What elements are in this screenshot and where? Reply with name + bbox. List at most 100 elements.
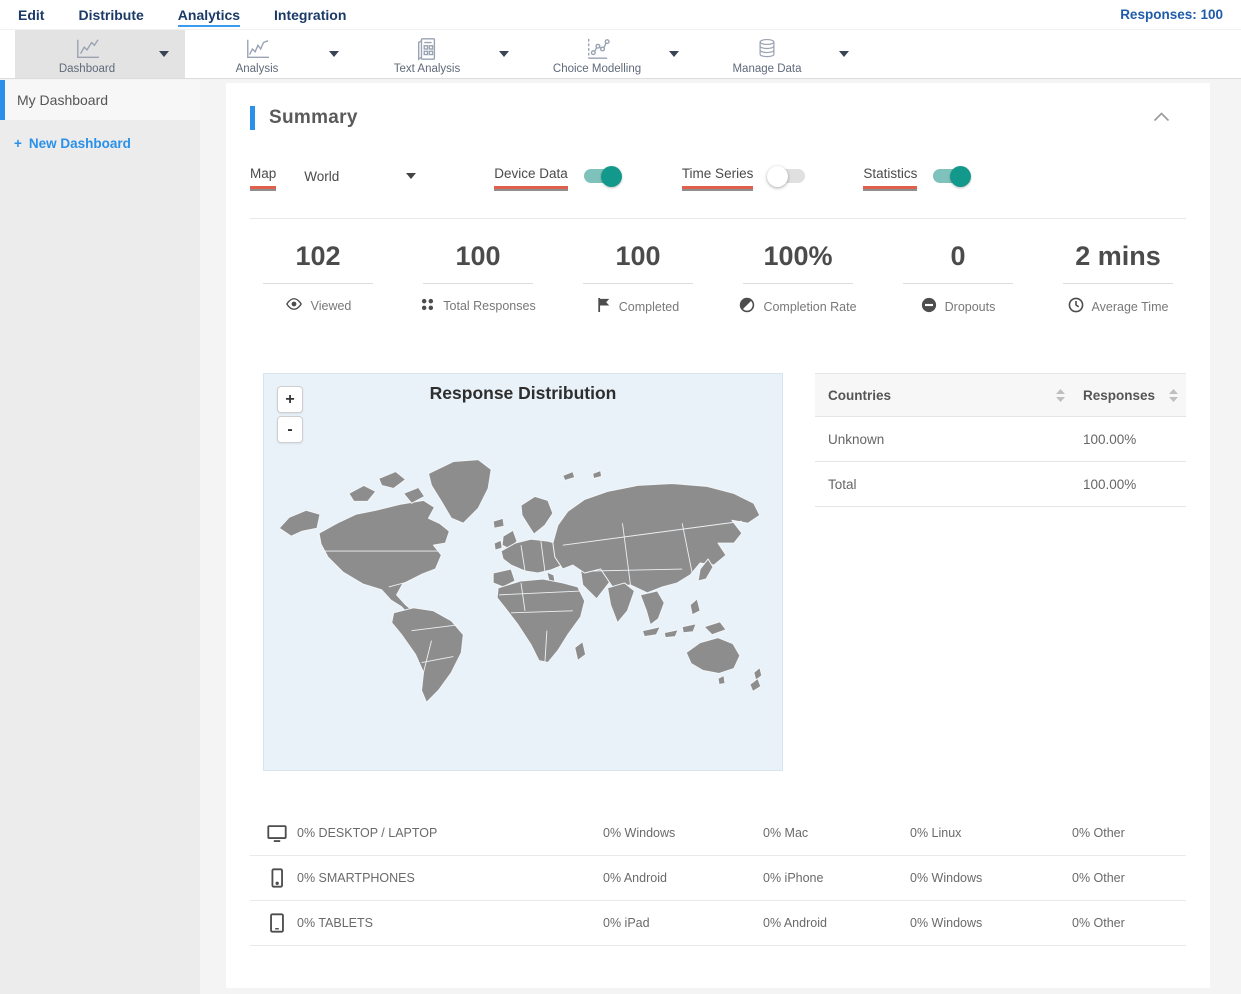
device-data-toggle[interactable] <box>583 165 622 187</box>
responses-count[interactable]: Responses: 100 <box>1120 7 1223 22</box>
device-category-label: 0% SMARTPHONES <box>297 871 415 885</box>
dashboard-sidebar: My Dashboard + New Dashboard <box>0 80 200 994</box>
stat-label: Total Responses <box>443 299 536 313</box>
document-grid-icon <box>412 37 442 61</box>
countries-table: Countries Responses Unknown 100.00% Tota… <box>815 373 1186 507</box>
device-stat: 0% iPhone <box>763 871 824 885</box>
nav-item-edit[interactable]: Edit <box>18 6 45 23</box>
time-series-label: Time Series <box>682 166 754 186</box>
sidebar-item-label: My Dashboard <box>17 92 109 108</box>
world-map[interactable] <box>264 374 782 770</box>
minus-circle-icon <box>921 297 937 316</box>
device-stat: 0% Other <box>1072 826 1125 840</box>
device-stat: 0% Linux <box>910 826 962 840</box>
response-distribution-map[interactable]: Response Distribution + - <box>263 373 783 771</box>
scatter-chart-icon <box>582 37 612 61</box>
stat-average-time: 2 mins Average Time <box>1038 241 1198 316</box>
device-stat: 0% Mac <box>763 826 809 840</box>
device-stat: 0% Other <box>1072 871 1125 885</box>
toolbar-item-label: Manage Data <box>732 63 802 75</box>
countries-header-label: Countries <box>828 387 892 403</box>
new-dashboard-button[interactable]: + New Dashboard <box>0 136 200 151</box>
stat-value: 2 mins <box>1075 241 1161 271</box>
flag-icon <box>597 297 611 316</box>
chevron-down-icon[interactable] <box>329 51 339 57</box>
database-icon <box>754 36 780 61</box>
toolbar-item-label: Analysis <box>235 62 279 75</box>
summary-panel: Summary Map World Device Data Time Serie… <box>226 83 1210 988</box>
toolbar-item-manage-data[interactable]: Manage Data <box>695 30 865 78</box>
nav-item-analytics[interactable]: Analytics <box>177 3 241 27</box>
map-region-select[interactable]: World <box>304 169 417 184</box>
chevron-down-icon[interactable] <box>839 51 849 57</box>
analysis-chart-icon <box>242 37 272 61</box>
stat-label: Average Time <box>1091 299 1169 314</box>
stat-total-responses: 100 Total Responses <box>398 241 558 316</box>
zoom-out-button[interactable]: - <box>277 416 303 443</box>
stat-rule <box>1063 283 1173 284</box>
stat-label: Completed <box>618 299 680 314</box>
device-category-label: 0% TABLETS <box>297 916 373 930</box>
stat-label: Viewed <box>310 298 352 313</box>
map-label: Map <box>250 166 276 186</box>
responses-header-label: Responses <box>1083 387 1156 403</box>
stat-completion-rate: 100% Completion Rate <box>718 241 878 316</box>
smartphone-icon <box>250 867 297 889</box>
stat-value: 0 <box>950 241 966 271</box>
toolbar-item-choice-modelling[interactable]: Choice Modelling <box>525 30 695 78</box>
toolbar-item-analysis[interactable]: Analysis <box>185 30 355 78</box>
stat-rule <box>903 283 1013 284</box>
stat-rule <box>743 283 853 284</box>
toolbar-item-text-analysis[interactable]: Text Analysis <box>355 30 525 78</box>
device-stat: 0% Windows <box>910 871 983 885</box>
eye-icon <box>285 297 303 314</box>
device-stat: 0% iPad <box>603 916 650 930</box>
sort-icon[interactable] <box>1056 388 1065 402</box>
country-responses: 100.00% <box>1083 431 1137 447</box>
nav-item-distribute[interactable]: Distribute <box>78 6 144 23</box>
section-divider <box>250 218 1186 219</box>
chevron-down-icon[interactable] <box>669 51 679 57</box>
sort-icon[interactable] <box>1169 388 1178 402</box>
time-series-toggle[interactable] <box>767 165 806 187</box>
zoom-in-button[interactable]: + <box>277 386 303 413</box>
stat-rule <box>423 283 533 284</box>
device-stat: 0% Android <box>763 916 827 930</box>
toolbar-item-label: Choice Modelling <box>552 62 642 75</box>
toolbar-item-dashboard[interactable]: Dashboard <box>15 30 185 78</box>
device-stat: 0% Windows <box>910 916 983 930</box>
nav-item-integration[interactable]: Integration <box>274 6 347 23</box>
stat-rule <box>583 283 693 284</box>
stat-completed: 100 Completed <box>558 241 718 316</box>
country-responses: 100.00% <box>1083 476 1137 492</box>
panel-title: Summary <box>269 107 358 128</box>
toggle-knob <box>600 165 622 187</box>
stat-dropouts: 0 Dropouts <box>878 241 1038 316</box>
table-row[interactable]: Total 100.00% <box>815 462 1186 507</box>
statistics-toggle[interactable] <box>933 165 972 187</box>
sidebar-item-my-dashboard[interactable]: My Dashboard <box>0 80 200 120</box>
stat-viewed: 102 Viewed <box>238 241 398 316</box>
chevron-down-icon[interactable] <box>499 51 509 57</box>
stat-label: Dropouts <box>944 299 996 314</box>
tablet-icon <box>250 912 297 934</box>
stat-value: 100 <box>615 241 661 271</box>
device-stat: 0% Android <box>603 871 667 885</box>
table-row-tablets: 0% TABLETS 0% iPad 0% Android 0% Windows… <box>250 901 1186 946</box>
statistics-label: Statistics <box>863 166 917 186</box>
half-circle-icon <box>739 297 755 316</box>
stat-rule <box>263 283 373 284</box>
line-chart-icon <box>72 37 102 61</box>
device-stat: 0% Other <box>1072 916 1125 930</box>
stats-row: 102 Viewed 100 Total Responses 100 Compl… <box>238 241 1198 316</box>
chevron-down-icon[interactable] <box>159 51 169 57</box>
clock-icon <box>1068 297 1084 316</box>
stat-value: 100% <box>763 241 833 271</box>
toolbar-item-label: Text Analysis <box>393 62 461 75</box>
stat-value: 100 <box>455 241 501 271</box>
chevron-down-icon <box>406 173 417 179</box>
summary-header: Summary <box>250 105 1186 131</box>
countries-table-header: Countries Responses <box>815 373 1186 417</box>
collapse-chevron-up-icon[interactable] <box>1149 105 1174 131</box>
table-row[interactable]: Unknown 100.00% <box>815 417 1186 462</box>
